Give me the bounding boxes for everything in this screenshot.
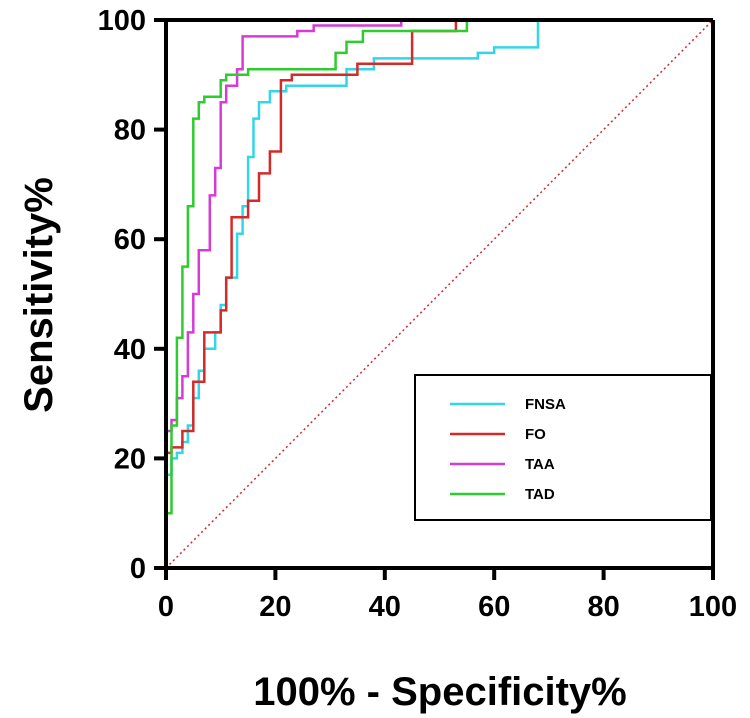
legend-label-tad: TAD <box>525 486 555 503</box>
axes-layer <box>164 18 715 570</box>
legend-box <box>414 374 712 521</box>
series-line-taa <box>166 20 403 433</box>
series-layer <box>166 20 540 515</box>
series-line-tad <box>166 20 469 515</box>
x-axis-title: 100% - Specificity% <box>253 670 627 714</box>
legend: FNSA FO TAA TAD <box>414 374 712 521</box>
legend-label-fnsa: FNSA <box>525 396 566 413</box>
y-tick-label: 100 <box>98 5 146 37</box>
legend-label-taa: TAA <box>525 456 555 473</box>
x-tick-label: 20 <box>259 591 291 623</box>
y-axis-title: Sensitivity% <box>17 177 61 413</box>
y-tick-label: 60 <box>114 224 146 256</box>
y-tick-label: 20 <box>114 443 146 475</box>
x-tick-label: 40 <box>369 591 401 623</box>
reference-layer <box>165 19 714 569</box>
x-tick-label: 0 <box>158 591 174 623</box>
chance-diagonal-line <box>165 19 714 569</box>
x-tick-label: 60 <box>478 591 510 623</box>
legend-label-fo: FO <box>525 426 546 443</box>
y-tick-label: 40 <box>114 334 146 366</box>
x-tick-label: 80 <box>587 591 619 623</box>
series-line-fo <box>166 20 458 455</box>
y-tick-label: 80 <box>114 115 146 147</box>
x-tick-label: 100 <box>689 591 737 623</box>
series-line-fnsa <box>166 20 540 477</box>
ticks-layer: 0 20 40 60 80 100 0 20 40 60 80 100 <box>98 5 738 623</box>
y-tick-label: 0 <box>130 553 146 585</box>
